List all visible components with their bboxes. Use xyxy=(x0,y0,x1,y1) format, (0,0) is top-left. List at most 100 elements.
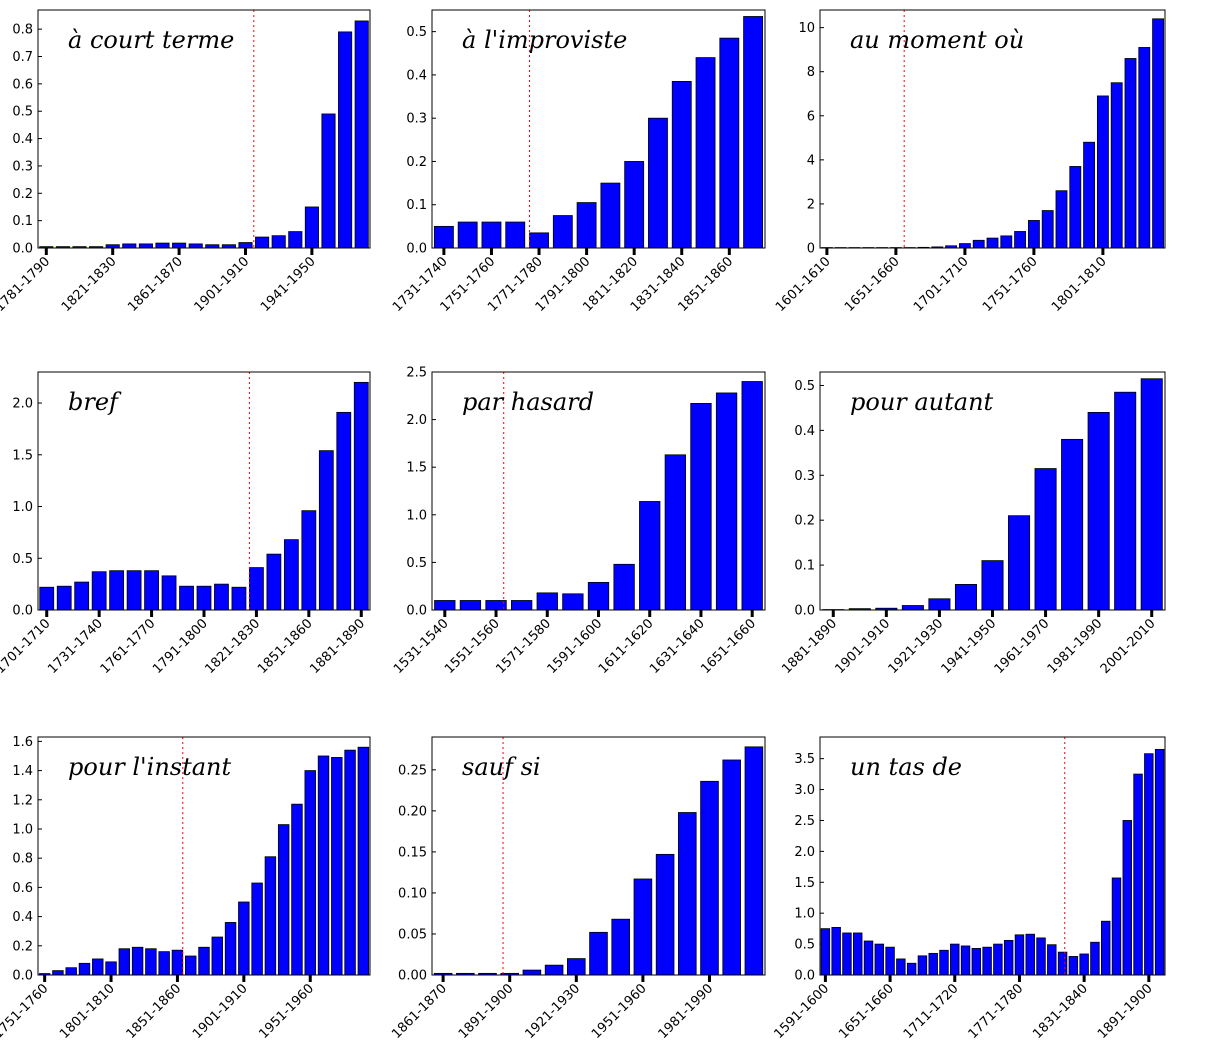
bar xyxy=(179,585,194,611)
y-tick-label: 0.15 xyxy=(398,845,427,860)
bar xyxy=(138,243,153,249)
y-tick-label: 0.5 xyxy=(12,105,33,120)
bar xyxy=(338,31,353,249)
bar xyxy=(1061,438,1084,611)
bar xyxy=(92,958,104,976)
bar xyxy=(567,958,586,976)
y-tick-label: 2.5 xyxy=(406,366,427,381)
bar xyxy=(145,948,157,976)
y-tick-label: 0.3 xyxy=(406,112,427,127)
bar xyxy=(481,221,502,249)
bar xyxy=(722,759,741,976)
bar xyxy=(304,770,316,976)
y-tick-label: 0.6 xyxy=(12,881,33,896)
bar xyxy=(211,936,223,976)
bar xyxy=(655,853,675,976)
bar xyxy=(981,560,1004,611)
chart-panel: 0.0 0.1 0.2 0.3 0.4 0.5 0.6 0.7 0.8 1781-1790 1821… xyxy=(0,9,371,315)
bar xyxy=(126,570,142,611)
x-tick-label: 1821-1830 xyxy=(203,616,264,677)
bar xyxy=(1100,920,1111,976)
bar xyxy=(171,949,184,976)
x-tick-label: 1831-1840 xyxy=(1030,981,1091,1042)
bar xyxy=(185,955,197,976)
bar xyxy=(78,962,91,976)
bar xyxy=(671,81,692,249)
bar xyxy=(56,585,72,611)
bar xyxy=(896,958,906,976)
y-tick-label: 2.0 xyxy=(12,397,33,412)
bar xyxy=(1041,210,1054,249)
bar xyxy=(901,605,924,611)
bar xyxy=(118,948,131,976)
chart-title: à l'improviste xyxy=(462,26,627,54)
y-tick-label: 0.05 xyxy=(398,927,427,942)
bar xyxy=(719,37,740,249)
bar xyxy=(511,600,533,611)
bar xyxy=(1068,956,1079,976)
y-tick-label: 1.5 xyxy=(12,448,33,463)
y-tick-label: 0.5 xyxy=(406,25,427,40)
bar xyxy=(283,539,299,611)
bar xyxy=(678,812,697,976)
bar xyxy=(743,16,764,249)
bar xyxy=(344,749,356,976)
bar xyxy=(536,592,558,611)
x-tick-label: 1961-1970 xyxy=(992,616,1053,677)
x-tick-label: 1851-1860 xyxy=(124,981,185,1042)
x-tick-label: 1791-1800 xyxy=(150,616,211,677)
y-tick-label: 0.3 xyxy=(794,469,815,484)
y-tick-label: 1.0 xyxy=(406,508,427,523)
bar xyxy=(336,411,352,611)
bar xyxy=(544,964,564,976)
bar xyxy=(109,570,125,611)
y-tick-label: 0.4 xyxy=(12,132,33,147)
chart-panel: 0.00.51.01.52.01701-17101731-17401761-17… xyxy=(0,371,371,677)
x-tick-label: 1761-1770 xyxy=(98,616,159,677)
bar xyxy=(939,949,949,976)
x-tick-label: 1651-1660 xyxy=(836,981,897,1042)
bar xyxy=(928,598,951,611)
bar xyxy=(960,945,971,976)
y-tick-label: 0.2 xyxy=(12,939,33,954)
x-tick-label: 1891-1900 xyxy=(1095,981,1156,1042)
bar xyxy=(271,235,286,249)
bar xyxy=(318,450,334,611)
bar xyxy=(255,236,270,249)
bar xyxy=(950,943,960,976)
bar xyxy=(161,575,177,611)
bar xyxy=(1138,47,1151,249)
x-tick-label: 1751-1760 xyxy=(980,254,1041,315)
bar xyxy=(277,824,290,976)
bar xyxy=(1014,231,1027,249)
bar xyxy=(853,932,863,976)
bar xyxy=(971,948,982,976)
y-tick-label: 0.0 xyxy=(12,969,33,984)
chart-title: à court terme xyxy=(68,26,234,54)
bar xyxy=(1122,820,1132,976)
x-tick-label: 1851-1860 xyxy=(255,616,316,677)
y-tick-label: 0.5 xyxy=(794,379,815,394)
bar xyxy=(172,242,187,249)
x-tick-label: 1701-1710 xyxy=(911,254,972,315)
bar xyxy=(304,206,319,249)
x-tick-label: 1921-1930 xyxy=(886,616,947,677)
y-tick-label: 0.7 xyxy=(12,50,33,65)
x-tick-label: 1751-1760 xyxy=(0,981,51,1042)
bar xyxy=(238,901,250,976)
bar xyxy=(1014,934,1025,976)
bar xyxy=(1036,937,1046,976)
y-tick-label: 0.0 xyxy=(794,604,815,619)
bar xyxy=(562,593,584,611)
x-tick-label: 1881-1890 xyxy=(307,616,368,677)
bar xyxy=(457,221,478,249)
y-tick-label: 8 xyxy=(807,65,815,80)
bar xyxy=(52,970,64,976)
plot-frame xyxy=(37,371,371,611)
x-tick-label: 2001-2010 xyxy=(1098,616,1159,677)
bar xyxy=(65,967,77,976)
bar xyxy=(301,510,317,611)
bar xyxy=(624,161,645,249)
bar xyxy=(1069,166,1082,249)
bar xyxy=(820,928,831,976)
